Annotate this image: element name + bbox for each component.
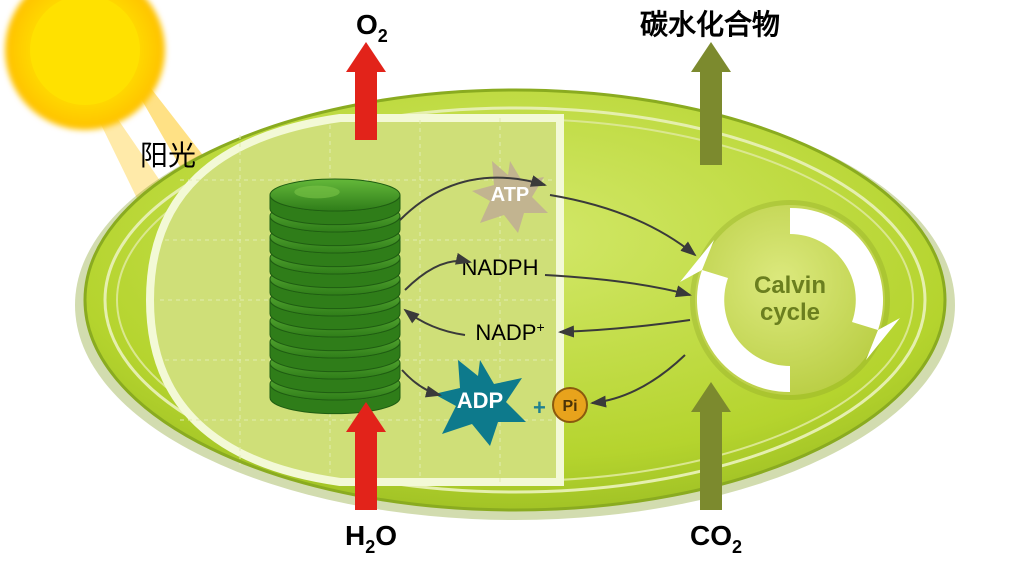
photosynthesis-diagram: Calvin cycle ATP ADP + Pi NADPH NADP+ 阳光… — [0, 0, 1030, 571]
svg-text:O2: O2 — [356, 9, 388, 46]
nadp-label: NADP+ — [475, 319, 544, 345]
plus-sign: + — [533, 395, 546, 420]
h2o-label: H2O — [345, 520, 397, 557]
svg-text:H2O: H2O — [345, 520, 397, 557]
svg-text:ADP: ADP — [457, 388, 503, 413]
calvin-label-2: cycle — [760, 299, 820, 326]
co2-label: CO2 — [690, 520, 742, 557]
calvin-label-1: Calvin — [754, 272, 826, 299]
carbo-label: 碳水化合物 — [640, 8, 780, 40]
o2-label: O2 — [356, 9, 388, 46]
svg-text:ATP: ATP — [491, 184, 530, 206]
thylakoid-stack — [270, 179, 400, 414]
svg-text:Pi: Pi — [562, 398, 577, 415]
sunlight-label: 阳光 — [140, 140, 196, 171]
pi-badge: Pi — [553, 388, 587, 422]
svg-text:CO2: CO2 — [690, 520, 742, 557]
nadph-label: NADPH — [461, 255, 538, 280]
svg-text:NADP+: NADP+ — [475, 319, 544, 345]
